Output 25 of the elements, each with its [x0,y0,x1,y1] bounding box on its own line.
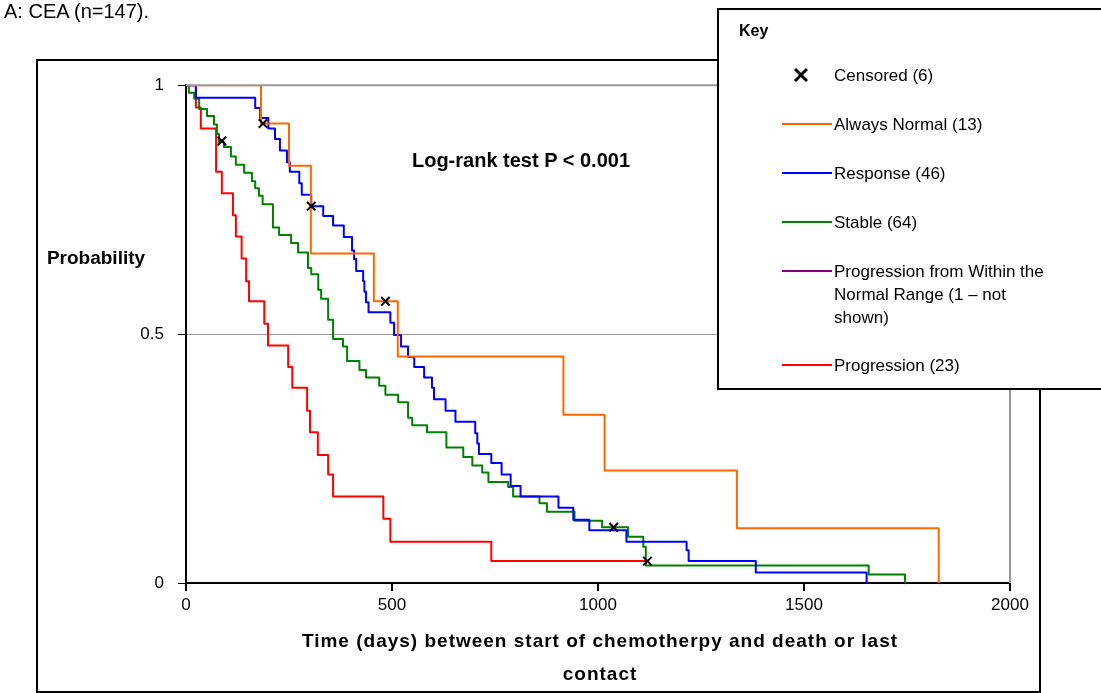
legend-label: Stable (64) [834,212,919,234]
x-axis-title: Time (days) between start of chemotherpy and death or last contact [300,629,900,686]
x-tick-label: 2000 [991,594,1029,614]
legend-label: Progression (23) [834,355,961,377]
legend-label: Progression from Within the Normal Range (1 – not shown) [834,261,1045,329]
point [642,555,653,567]
point [380,296,391,307]
point [216,135,228,147]
point [608,522,619,533]
x-tick-label: 0 [181,594,191,614]
y-axis-title: Probability [46,247,146,269]
legend-label: Censored (6) [834,65,935,87]
y-tick-label: 0 [154,572,164,592]
x-tick-label: 1500 [785,594,823,614]
y-tick-label: 0.5 [140,323,164,343]
point [257,118,269,129]
legend-label: Always Normal (13) [834,114,984,136]
x-tick-label: 1000 [579,594,617,614]
annotation: Log-rank test P < 0.001 [411,148,631,171]
x-tick-label: 500 [377,594,407,614]
legend-title: Key [739,22,770,40]
point [306,200,317,212]
y-tick-label: 1 [154,74,164,94]
legend-label: Response (46) [834,163,947,185]
chart-title: A: CEA (n=147). [4,0,150,23]
